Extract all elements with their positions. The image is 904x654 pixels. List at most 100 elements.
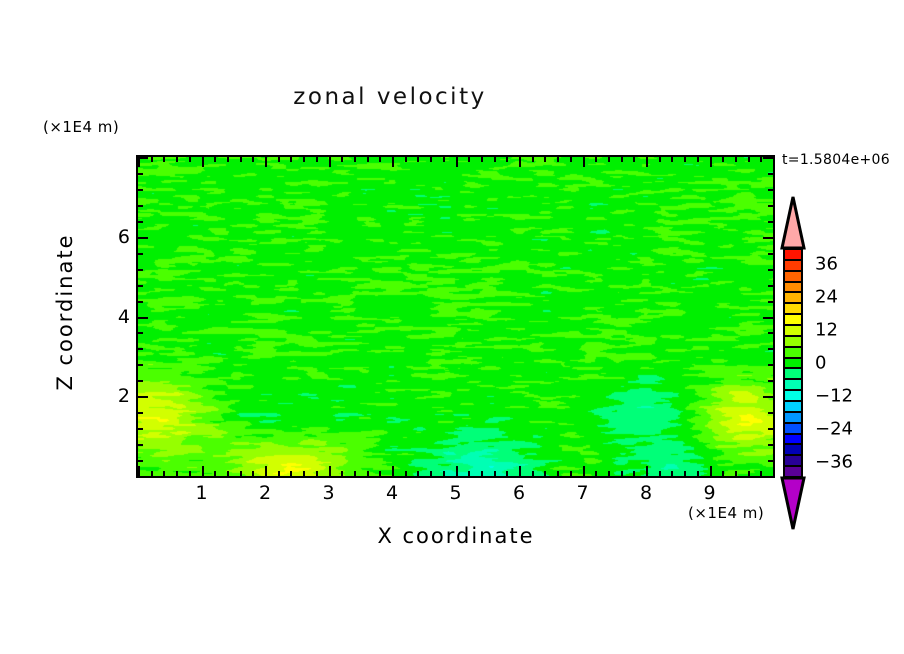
axis-tick: [138, 444, 143, 446]
axis-tick: [506, 157, 508, 162]
axis-tick: [214, 471, 216, 476]
axis-tick: [163, 157, 165, 162]
axis-tick: [354, 471, 356, 476]
axis-tick: [252, 471, 254, 476]
axis-tick: [468, 157, 470, 162]
axis-tick: [583, 157, 585, 167]
axis-tick: [138, 221, 143, 223]
axis-tick: [760, 471, 762, 476]
axis-tick: [392, 466, 394, 476]
axis-tick: [646, 157, 648, 167]
axis-tick: [646, 466, 648, 476]
axis-tick: [763, 476, 773, 478]
axis-tick: [570, 157, 572, 162]
axis-tick: [735, 157, 737, 162]
axis-tick: [138, 364, 143, 366]
axis-tick: [544, 471, 546, 476]
colorbar-band: [785, 456, 801, 468]
axis-tick: [443, 471, 445, 476]
axis-tick: [278, 471, 280, 476]
colorbar-tick-label: 24: [815, 286, 838, 308]
axis-tick: [202, 466, 204, 476]
axis-tick: [138, 348, 143, 350]
x-tick-label: 4: [385, 482, 399, 504]
axis-tick: [557, 471, 559, 476]
axis-tick: [557, 157, 559, 162]
axis-tick: [748, 157, 750, 162]
axis-tick: [768, 285, 773, 287]
axis-tick: [138, 466, 140, 476]
axis-tick: [417, 471, 419, 476]
axis-tick: [138, 253, 143, 255]
x-axis-unit-label: (×1E4 m): [688, 504, 765, 522]
axis-tick: [405, 471, 407, 476]
velocity-field-canvas: [138, 157, 773, 476]
x-tick-label: 1: [195, 482, 208, 504]
colorbar-band: [785, 336, 801, 348]
axis-tick: [570, 471, 572, 476]
axis-tick: [671, 157, 673, 162]
colorbar-band: [785, 423, 801, 435]
axis-tick: [494, 471, 496, 476]
axis-tick: [748, 471, 750, 476]
colorbar-over-arrow: [780, 196, 806, 250]
axis-tick: [760, 157, 762, 162]
axis-tick: [494, 157, 496, 162]
axis-tick: [379, 471, 381, 476]
axis-tick: [138, 460, 143, 462]
axis-tick: [768, 348, 773, 350]
axis-tick: [354, 157, 356, 162]
axis-tick: [227, 471, 229, 476]
x-tick-label: 6: [512, 482, 526, 504]
colorbar-band: [785, 445, 801, 457]
axis-tick: [768, 412, 773, 414]
axis-tick: [227, 157, 229, 162]
axis-tick: [532, 157, 534, 162]
axis-tick: [768, 253, 773, 255]
axis-tick: [329, 466, 331, 476]
axis-tick: [768, 444, 773, 446]
axis-tick: [392, 157, 394, 167]
axis-tick: [138, 428, 143, 430]
axis-tick: [417, 157, 419, 162]
axis-tick: [544, 157, 546, 162]
colorbar-band: [785, 293, 801, 305]
axis-tick: [316, 471, 318, 476]
y-axis-title: Z coordinate: [53, 233, 77, 391]
axis-tick: [595, 471, 597, 476]
axis-tick: [519, 157, 521, 167]
axis-tick: [138, 285, 143, 287]
axis-tick: [138, 157, 148, 159]
axis-tick: [405, 157, 407, 162]
axis-tick: [379, 157, 381, 162]
colorbar-band: [785, 250, 801, 261]
colorbar-band: [785, 402, 801, 413]
axis-tick: [768, 332, 773, 334]
colorbar-band: [785, 282, 801, 294]
axis-tick: [710, 466, 712, 476]
axis-tick: [595, 157, 597, 162]
axis-tick: [608, 471, 610, 476]
colorbar-band: [785, 304, 801, 316]
axis-tick: [519, 466, 521, 476]
axis-tick: [468, 471, 470, 476]
axis-tick: [303, 471, 305, 476]
axis-tick: [763, 317, 773, 319]
page-title: zonal velocity: [293, 84, 487, 110]
colorbar-band: [785, 271, 801, 283]
colorbar-band: [785, 315, 801, 327]
axis-tick: [240, 471, 242, 476]
axis-tick: [684, 157, 686, 162]
axis-tick: [621, 157, 623, 162]
axis-tick: [768, 380, 773, 382]
axis-tick: [659, 157, 661, 162]
colorbar-band: [785, 326, 801, 337]
axis-tick: [138, 476, 148, 478]
axis-tick: [341, 157, 343, 162]
colorbar-band: [785, 260, 801, 272]
axis-tick: [138, 205, 143, 207]
axis-tick: [532, 471, 534, 476]
axis-tick: [430, 471, 432, 476]
x-tick-label: 2: [258, 482, 272, 504]
axis-tick: [214, 157, 216, 162]
